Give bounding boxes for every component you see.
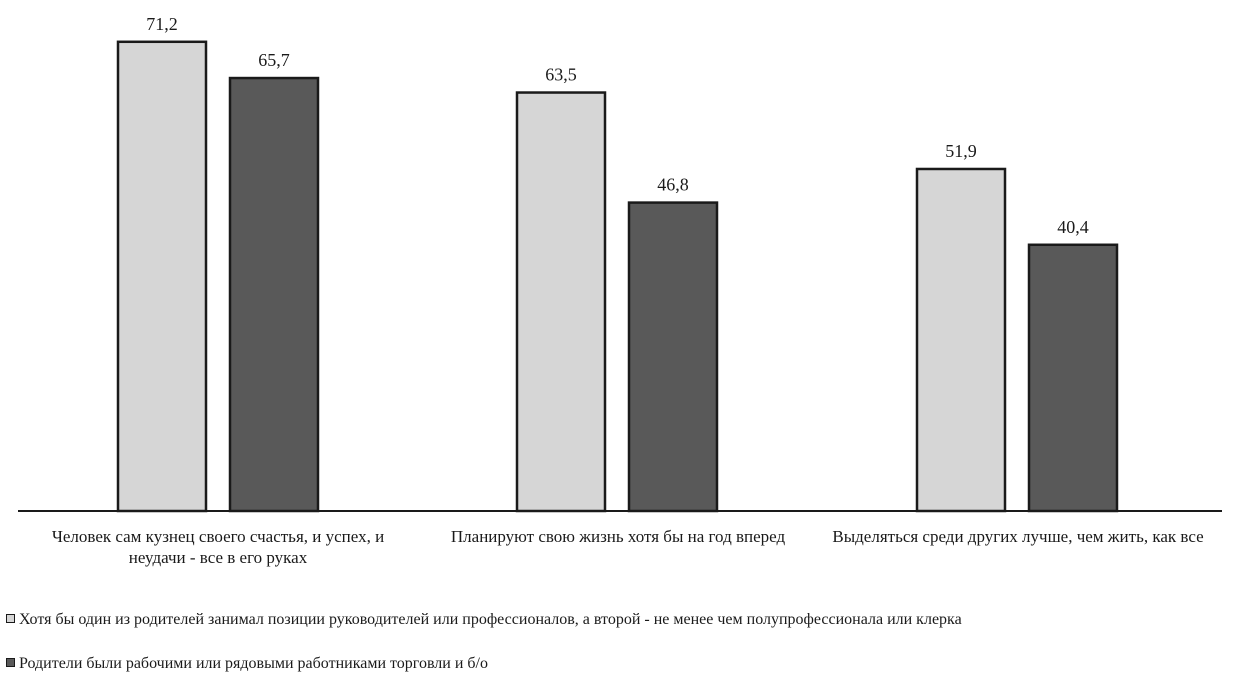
- legend-swatch-dark: [6, 658, 15, 667]
- bar-series-1-category-2: [515, 91, 607, 513]
- bar-series-1-category-3: [915, 167, 1007, 513]
- bar-series-2-category-3: [1027, 243, 1119, 513]
- legend-swatch-light: [6, 614, 15, 623]
- bar-series-2-category-1: [228, 76, 320, 513]
- category-label-2: Планируют свою жизнь хотя бы на год впер…: [450, 527, 786, 546]
- value-label-series-2-category-3: 40,4: [1057, 217, 1089, 237]
- bar-series-1-category-1: [116, 40, 208, 513]
- category-label-1: Человек сам кузнец своего счастья, и усп…: [51, 527, 385, 567]
- bar-series-2-category-2: [627, 201, 719, 513]
- bar-chart: 71,2 63,5 51,9 65,7 46,8 40,4: [18, 14, 1222, 513]
- value-label-series-1-category-1: 71,2: [146, 14, 178, 34]
- value-label-series-1-category-2: 63,5: [545, 65, 577, 85]
- value-label-series-2-category-1: 65,7: [258, 50, 290, 70]
- bars-group: [116, 40, 1119, 513]
- value-labels-group: 71,2 63,5 51,9 65,7 46,8 40,4: [146, 14, 1089, 237]
- legend-label-series-2: Родители были рабочими или рядовыми рабо…: [19, 655, 488, 672]
- category-label-3: Выделяться среди других лучше, чем жить,…: [832, 527, 1204, 546]
- legend-item-series-1: Хотя бы один из родителей занимал позици…: [6, 610, 1236, 629]
- value-label-series-2-category-2: 46,8: [657, 175, 689, 195]
- legend-item-series-2: Родители были рабочими или рядовыми рабо…: [6, 654, 1236, 673]
- legend-label-series-1: Хотя бы один из родителей занимал позици…: [19, 611, 962, 628]
- value-label-series-1-category-3: 51,9: [945, 141, 977, 161]
